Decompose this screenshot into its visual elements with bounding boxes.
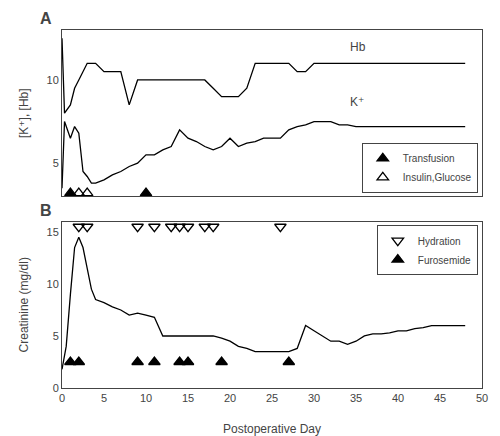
svg-text:0: 0 <box>53 382 59 394</box>
svg-text:Insulin,Glucose: Insulin,Glucose <box>403 172 472 183</box>
svg-text:A: A <box>40 10 52 27</box>
svg-text:10: 10 <box>140 392 152 404</box>
svg-text:5: 5 <box>53 157 59 169</box>
svg-text:Transfusion: Transfusion <box>403 153 455 164</box>
svg-text:30: 30 <box>308 392 320 404</box>
svg-text:10: 10 <box>47 74 59 86</box>
svg-text:0: 0 <box>59 392 65 404</box>
svg-text:45: 45 <box>434 392 446 404</box>
svg-text:10: 10 <box>47 278 59 290</box>
svg-text:15: 15 <box>47 226 59 238</box>
svg-text:B: B <box>40 202 52 219</box>
svg-text:Creatinine (mg/dl): Creatinine (mg/dl) <box>17 257 31 352</box>
svg-text:Postoperative Day: Postoperative Day <box>223 422 321 436</box>
svg-text:20: 20 <box>224 392 236 404</box>
svg-text:[K⁺], [Hb]: [K⁺], [Hb] <box>17 88 31 138</box>
svg-text:Hydration: Hydration <box>418 236 461 247</box>
svg-text:35: 35 <box>350 392 362 404</box>
svg-text:40: 40 <box>392 392 404 404</box>
svg-text:Hb: Hb <box>350 40 366 54</box>
svg-text:Furosemide: Furosemide <box>418 255 471 266</box>
svg-text:15: 15 <box>182 392 194 404</box>
svg-text:25: 25 <box>266 392 278 404</box>
svg-text:5: 5 <box>53 330 59 342</box>
svg-text:50: 50 <box>476 392 488 404</box>
svg-text:5: 5 <box>101 392 107 404</box>
svg-text:K⁺: K⁺ <box>350 95 364 109</box>
